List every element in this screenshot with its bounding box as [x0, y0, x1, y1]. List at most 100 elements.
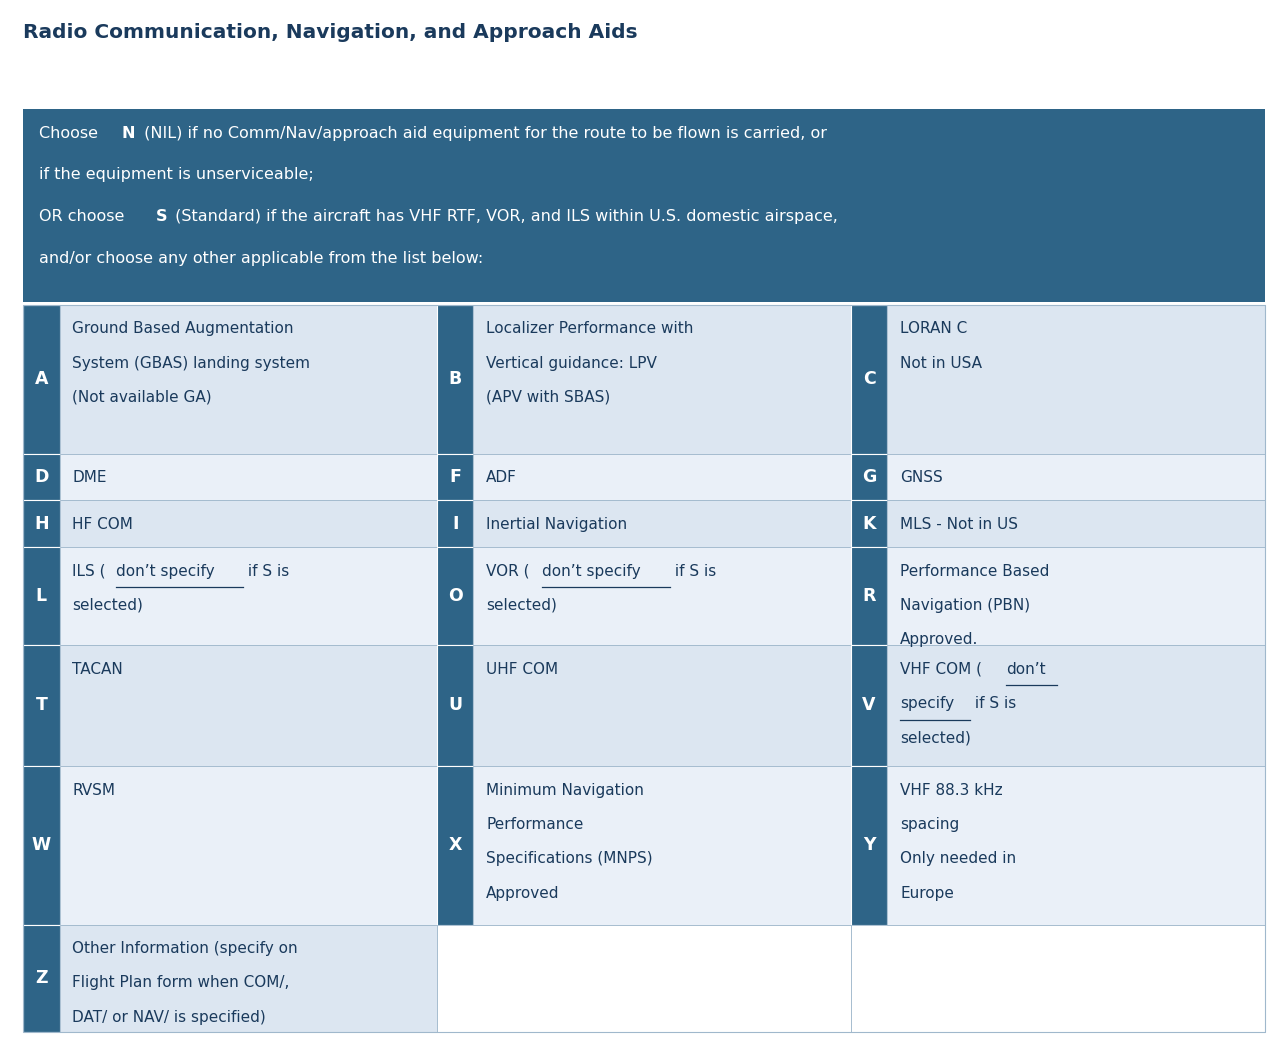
Bar — [23, 925, 59, 1032]
Bar — [59, 645, 437, 766]
Text: if the equipment is unserviceable;: if the equipment is unserviceable; — [39, 167, 313, 182]
Bar — [23, 453, 59, 500]
Bar — [851, 925, 1265, 1032]
Text: Flight Plan form when COM/,: Flight Plan form when COM/, — [72, 976, 290, 990]
Text: W: W — [32, 836, 52, 854]
Bar — [437, 453, 474, 500]
Text: don’t: don’t — [1006, 661, 1046, 677]
Text: V: V — [863, 697, 876, 714]
Text: System (GBAS) landing system: System (GBAS) landing system — [72, 356, 310, 370]
Text: Inertial Navigation: Inertial Navigation — [487, 517, 627, 532]
Bar — [474, 547, 851, 645]
Text: Localizer Performance with: Localizer Performance with — [487, 321, 694, 336]
Text: Radio Communication, Navigation, and Approach Aids: Radio Communication, Navigation, and App… — [23, 23, 638, 42]
Bar — [851, 453, 887, 500]
Text: selected): selected) — [900, 730, 971, 746]
Text: F: F — [450, 468, 461, 486]
Text: RVSM: RVSM — [72, 783, 116, 798]
Text: X: X — [448, 836, 462, 854]
Text: Only needed in: Only needed in — [900, 852, 1016, 866]
Text: specify: specify — [900, 696, 954, 711]
Text: ILS (: ILS ( — [72, 564, 106, 578]
Bar — [23, 766, 59, 925]
Bar — [474, 766, 851, 925]
Text: HF COM: HF COM — [72, 517, 134, 532]
Text: N: N — [121, 126, 135, 140]
Text: ADF: ADF — [487, 470, 518, 486]
Text: VHF COM (: VHF COM ( — [900, 661, 983, 677]
Bar — [437, 305, 474, 453]
Text: spacing: spacing — [900, 817, 960, 832]
Text: don’t specify: don’t specify — [116, 564, 214, 578]
Text: VHF 88.3 kHz: VHF 88.3 kHz — [900, 783, 1003, 798]
Bar — [59, 500, 437, 547]
Text: Other Information (specify on: Other Information (specify on — [72, 941, 298, 956]
Bar — [23, 305, 1265, 1032]
Text: L: L — [36, 587, 46, 605]
Text: Not in USA: Not in USA — [900, 356, 983, 370]
Bar — [851, 645, 887, 766]
Text: T: T — [36, 697, 48, 714]
Bar — [437, 547, 474, 645]
Bar — [887, 500, 1265, 547]
Text: R: R — [863, 587, 876, 605]
Text: Approved: Approved — [487, 886, 560, 901]
Text: Minimum Navigation: Minimum Navigation — [487, 783, 644, 798]
Text: G: G — [862, 468, 876, 486]
Text: S: S — [156, 209, 167, 224]
Text: selected): selected) — [487, 598, 558, 613]
Text: U: U — [448, 697, 462, 714]
Text: and/or choose any other applicable from the list below:: and/or choose any other applicable from … — [39, 251, 483, 265]
Bar — [474, 305, 851, 453]
Bar — [851, 766, 887, 925]
Text: if S is: if S is — [243, 564, 290, 578]
Text: don’t specify: don’t specify — [542, 564, 641, 578]
Text: D: D — [35, 468, 49, 486]
Bar — [59, 925, 437, 1032]
Bar — [437, 500, 474, 547]
Text: (APV with SBAS): (APV with SBAS) — [487, 390, 611, 405]
Bar — [23, 305, 59, 453]
Text: UHF COM: UHF COM — [487, 661, 559, 677]
Text: Specifications (MNPS): Specifications (MNPS) — [487, 852, 653, 866]
Text: I: I — [452, 515, 459, 532]
Text: selected): selected) — [72, 598, 143, 613]
Bar — [23, 547, 59, 645]
Text: Y: Y — [863, 836, 876, 854]
Bar — [23, 645, 59, 766]
Text: C: C — [863, 370, 876, 388]
Text: B: B — [448, 370, 462, 388]
Bar — [887, 645, 1265, 766]
Bar — [851, 305, 887, 453]
Bar — [474, 645, 851, 766]
Text: if S is: if S is — [670, 564, 716, 578]
Text: LORAN C: LORAN C — [900, 321, 967, 336]
Bar — [437, 645, 474, 766]
Text: O: O — [448, 587, 462, 605]
Bar — [59, 547, 437, 645]
Text: DME: DME — [72, 470, 107, 486]
Bar — [23, 109, 1265, 302]
Text: Europe: Europe — [900, 886, 954, 901]
Text: GNSS: GNSS — [900, 470, 943, 486]
Bar — [887, 766, 1265, 925]
Text: TACAN: TACAN — [72, 661, 124, 677]
Bar — [851, 500, 887, 547]
Bar — [59, 766, 437, 925]
Text: Vertical guidance: LPV: Vertical guidance: LPV — [487, 356, 657, 370]
Bar — [474, 500, 851, 547]
Text: Z: Z — [35, 969, 48, 987]
Text: (Standard) if the aircraft has VHF RTF, VOR, and ILS within U.S. domestic airspa: (Standard) if the aircraft has VHF RTF, … — [170, 209, 838, 224]
Text: (Not available GA): (Not available GA) — [72, 390, 213, 405]
Bar — [887, 453, 1265, 500]
Text: OR choose: OR choose — [39, 209, 129, 224]
Text: if S is: if S is — [970, 696, 1016, 711]
Text: MLS - Not in US: MLS - Not in US — [900, 517, 1019, 532]
Bar — [59, 305, 437, 453]
Bar — [23, 500, 59, 547]
Text: VOR (: VOR ( — [487, 564, 529, 578]
Text: Approved.: Approved. — [900, 632, 979, 647]
Text: A: A — [35, 370, 48, 388]
Text: Navigation (PBN): Navigation (PBN) — [900, 598, 1030, 613]
Bar — [474, 453, 851, 500]
